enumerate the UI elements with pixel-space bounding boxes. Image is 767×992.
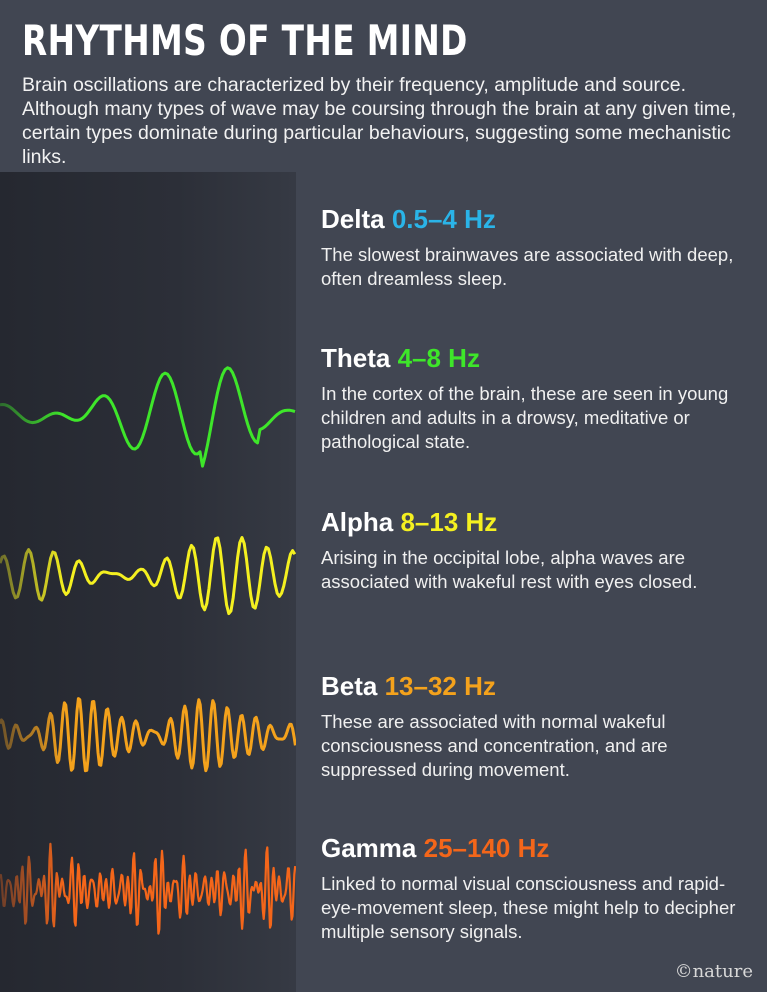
alpha-wave-line — [0, 536, 296, 616]
title: RHYTHMS OF THE MIND — [22, 16, 468, 65]
theta-wave — [0, 366, 296, 468]
gamma-wave-line — [0, 842, 296, 935]
section-theta: Theta 4–8 Hz In the cortex of the brain,… — [321, 342, 741, 454]
alpha-heading: Alpha 8–13 Hz — [321, 506, 741, 538]
theta-description: In the cortex of the brain, these are se… — [321, 383, 729, 452]
section-delta: Delta 0.5–4 Hz The slowest brainwaves ar… — [321, 203, 741, 291]
section-beta: Beta 13–32 Hz These are associated with … — [321, 670, 741, 782]
beta-wave-line — [0, 697, 296, 773]
beta-range: 13–32 Hz — [384, 671, 496, 701]
theta-range: 4–8 Hz — [397, 343, 480, 373]
alpha-name: Alpha — [321, 507, 394, 537]
intro-text: Brain oscillations are characterized by … — [22, 74, 737, 168]
beta-name: Beta — [321, 671, 378, 701]
gamma-wave — [0, 842, 296, 935]
theta-name: Theta — [321, 343, 391, 373]
alpha-description: Arising in the occipital lobe, alpha wav… — [321, 547, 698, 592]
beta-heading: Beta 13–32 Hz — [321, 670, 741, 702]
delta-wave — [0, 190, 296, 320]
nature-credit: ©nature — [674, 961, 753, 982]
alpha-wave — [0, 536, 296, 616]
gamma-name: Gamma — [321, 833, 417, 863]
beta-wave — [0, 697, 296, 773]
delta-description: The slowest brainwaves are associated wi… — [321, 244, 734, 289]
gamma-heading: Gamma 25–140 Hz — [321, 832, 741, 864]
delta-name: Delta — [321, 204, 385, 234]
delta-heading: Delta 0.5–4 Hz — [321, 203, 741, 235]
section-gamma: Gamma 25–140 Hz Linked to normal visual … — [321, 832, 741, 944]
theta-heading: Theta 4–8 Hz — [321, 342, 741, 374]
gamma-description: Linked to normal visual consciousness an… — [321, 873, 736, 942]
beta-description: These are associated with normal wakeful… — [321, 711, 668, 780]
alpha-range: 8–13 Hz — [400, 507, 498, 537]
delta-range: 0.5–4 Hz — [391, 204, 496, 234]
section-alpha: Alpha 8–13 Hz Arising in the occipital l… — [321, 506, 741, 594]
gamma-range: 25–140 Hz — [423, 833, 550, 863]
theta-wave-line — [0, 366, 296, 468]
